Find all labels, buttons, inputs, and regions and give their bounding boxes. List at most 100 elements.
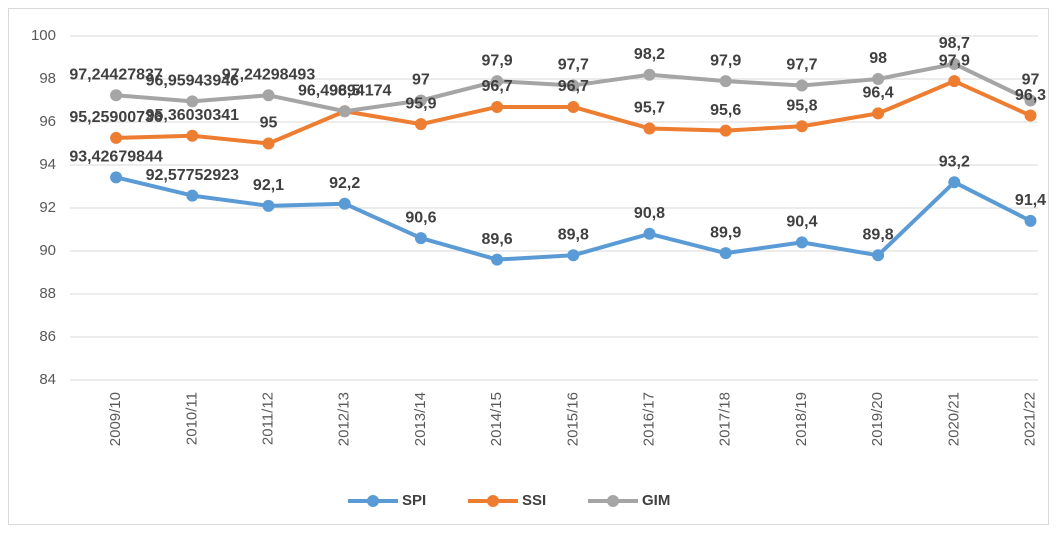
data-point [1024,214,1037,227]
data-label: 90,6 [405,209,436,226]
data-label: 98,2 [634,46,665,63]
data-point [414,118,427,131]
x-tick-label: 2019/20 [869,392,886,446]
data-label: 95,25900736 [69,109,163,126]
x-tick-label: 2010/11 [183,392,200,445]
data-point [186,189,199,202]
data-point [643,122,656,135]
data-point [262,89,275,102]
data-label: 95 [260,115,278,132]
data-point [414,94,427,107]
data-label: 96,95943946 [146,73,240,90]
data-point [948,57,961,70]
legend-label: SPI [402,492,426,509]
data-label: 97 [1022,72,1040,89]
data-point [643,68,656,81]
data-label: 96,7 [558,78,589,95]
legend-marker [367,495,379,507]
data-point [795,79,808,92]
x-tick-label: 2012/13 [336,392,353,446]
y-tick-label: 100 [31,27,56,44]
data-label: 96,3 [1015,87,1046,104]
data-label: 95,8 [786,98,817,115]
data-label: 95,6 [710,102,741,119]
data-point [1024,94,1037,107]
data-point [110,89,123,102]
data-label: 89,8 [558,227,589,244]
data-label: 91,4 [1015,192,1046,209]
data-label: 97,7 [786,57,817,74]
data-point [948,176,961,189]
x-tick-label: 2011/12 [259,392,276,445]
data-point [948,75,961,88]
data-label: 96,5 [329,82,360,99]
y-tick-label: 96 [39,113,56,130]
data-point [491,100,504,113]
data-point [262,137,275,150]
data-point [872,107,885,120]
data-point [872,249,885,262]
data-point [338,197,351,210]
data-label: 95,36030341 [146,107,240,124]
data-point [186,129,199,142]
y-tick-label: 90 [39,242,56,259]
x-tick-label: 2015/16 [564,392,581,446]
y-tick-label: 86 [39,328,56,345]
data-point [186,95,199,108]
data-point [643,227,656,240]
data-point [491,75,504,88]
y-tick-label: 84 [39,371,56,388]
data-point [110,171,123,184]
data-point [491,253,504,266]
data-label: 93,42679844 [69,149,163,166]
data-point [567,79,580,92]
data-point [795,120,808,133]
data-point [567,100,580,113]
data-point [338,105,351,118]
x-tick-label: 2017/18 [717,392,734,446]
data-label: 98 [869,50,887,67]
legend-marker [607,495,619,507]
data-point [262,199,275,212]
data-label: 97 [412,72,430,89]
chart-border [8,8,1049,525]
data-label: 98,7 [939,35,970,52]
data-point [1024,109,1037,122]
data-label: 92,1 [253,177,284,194]
legend-marker [487,495,499,507]
data-label: 90,8 [634,205,665,222]
data-label: 96,7 [482,78,513,95]
data-point [567,249,580,262]
data-point [795,236,808,249]
x-tick-label: 2016/17 [640,392,657,446]
x-tick-label: 2018/19 [793,392,810,446]
data-label: 96,4 [863,85,894,102]
data-label: 97,24427837 [69,66,163,83]
data-label: 89,9 [710,224,741,241]
data-label: 97,9 [710,52,741,69]
data-point [872,73,885,85]
x-tick-label: 2021/22 [1021,392,1038,446]
data-label: 89,8 [863,227,894,244]
legend-label: SSI [522,492,546,509]
x-tick-label: 2014/15 [488,392,505,446]
data-point [719,247,732,260]
data-point [110,131,123,144]
x-tick-label: 2009/10 [107,392,124,446]
data-label: 95,9 [405,95,436,112]
data-label: 89,6 [482,231,513,248]
x-tick-label: 2013/14 [412,392,429,446]
y-tick-label: 88 [39,285,56,302]
data-point [719,124,732,137]
data-label: 93,2 [939,153,970,170]
legend-label: GIM [642,492,670,509]
data-label: 97,9 [482,52,513,69]
y-tick-label: 94 [39,156,56,173]
data-label: 95,7 [634,100,665,117]
y-tick-label: 92 [39,199,56,216]
x-tick-label: 2020/21 [945,392,962,446]
data-label: 92,57752923 [146,167,240,184]
data-point [414,232,427,245]
data-label: 97,7 [558,57,589,74]
